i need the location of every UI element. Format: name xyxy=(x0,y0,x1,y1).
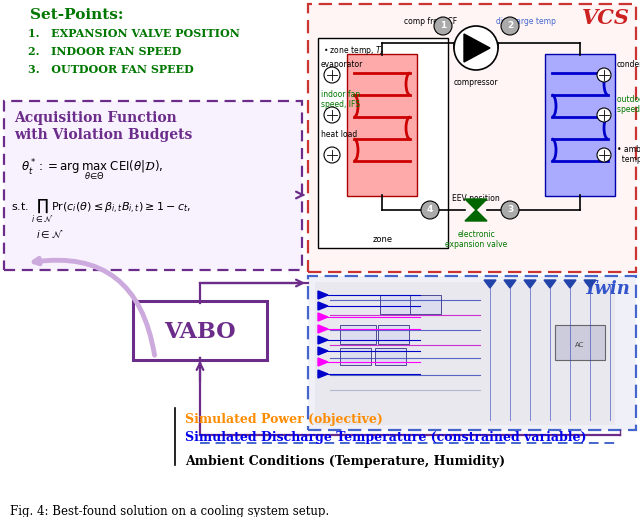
Text: 3.   OUTDOOR FAN SPEED: 3. OUTDOOR FAN SPEED xyxy=(28,64,194,75)
Polygon shape xyxy=(318,325,328,333)
Circle shape xyxy=(324,107,340,123)
Text: 2.   INDOOR FAN SPEED: 2. INDOOR FAN SPEED xyxy=(28,46,181,57)
FancyBboxPatch shape xyxy=(555,325,605,360)
Text: AC: AC xyxy=(575,342,585,348)
Circle shape xyxy=(501,17,519,35)
FancyBboxPatch shape xyxy=(308,276,636,430)
Circle shape xyxy=(434,17,452,35)
Text: Twin: Twin xyxy=(583,280,630,298)
Text: Simulated Discharge Temperature (constrained variable): Simulated Discharge Temperature (constra… xyxy=(185,431,586,444)
Text: evaporator: evaporator xyxy=(321,60,364,69)
FancyBboxPatch shape xyxy=(339,325,376,343)
Polygon shape xyxy=(318,291,328,299)
Text: EEV position: EEV position xyxy=(452,194,500,203)
Circle shape xyxy=(324,67,340,83)
Text: Set-Points:: Set-Points: xyxy=(30,8,124,22)
Text: compressor: compressor xyxy=(454,78,499,87)
Text: electronic
expansion valve: electronic expansion valve xyxy=(445,230,507,249)
Text: Ambient Conditions (Temperature, Humidity): Ambient Conditions (Temperature, Humidit… xyxy=(185,455,505,468)
FancyBboxPatch shape xyxy=(347,54,417,196)
FancyBboxPatch shape xyxy=(318,38,448,248)
Text: 1.   EXPANSION VALVE POSITION: 1. EXPANSION VALVE POSITION xyxy=(28,28,240,39)
Polygon shape xyxy=(464,34,490,62)
Text: condenser: condenser xyxy=(617,60,640,69)
Text: $i \in \mathcal{N}$: $i \in \mathcal{N}$ xyxy=(36,228,63,240)
Text: 3: 3 xyxy=(507,205,513,215)
Polygon shape xyxy=(524,280,536,288)
Circle shape xyxy=(421,201,439,219)
FancyBboxPatch shape xyxy=(374,347,406,364)
Polygon shape xyxy=(318,370,328,378)
Circle shape xyxy=(597,148,611,162)
Text: • zone temp, $T_z$: • zone temp, $T_z$ xyxy=(323,44,385,57)
Text: heat load: heat load xyxy=(321,130,357,139)
Text: VABO: VABO xyxy=(164,321,236,343)
Text: discharge temp: discharge temp xyxy=(496,17,556,26)
Polygon shape xyxy=(318,302,328,310)
Polygon shape xyxy=(504,280,516,288)
Polygon shape xyxy=(564,280,576,288)
FancyBboxPatch shape xyxy=(378,325,408,343)
Text: 1: 1 xyxy=(440,22,446,31)
Polygon shape xyxy=(465,199,487,210)
Text: outdoor fan
speed, OFS: outdoor fan speed, OFS xyxy=(617,95,640,114)
FancyBboxPatch shape xyxy=(339,347,371,364)
Circle shape xyxy=(454,26,498,70)
Text: Acquisition Function: Acquisition Function xyxy=(14,111,177,125)
Text: zone: zone xyxy=(373,235,393,244)
Text: Simulated Power (objective): Simulated Power (objective) xyxy=(185,413,383,426)
FancyBboxPatch shape xyxy=(545,54,615,196)
Circle shape xyxy=(324,147,340,163)
Polygon shape xyxy=(544,280,556,288)
Text: with Violation Budgets: with Violation Budgets xyxy=(14,128,193,142)
Polygon shape xyxy=(318,358,328,366)
Polygon shape xyxy=(318,336,328,344)
Polygon shape xyxy=(465,210,487,221)
Polygon shape xyxy=(318,347,328,355)
Text: s.t. $\prod_{i \in \mathcal{N}} \Pr(c_i(\theta) \leq \beta_{i,t} B_{i,t}) \geq 1: s.t. $\prod_{i \in \mathcal{N}} \Pr(c_i(… xyxy=(11,198,191,225)
Circle shape xyxy=(501,201,519,219)
FancyBboxPatch shape xyxy=(315,282,615,425)
FancyBboxPatch shape xyxy=(4,101,302,270)
Text: VCS: VCS xyxy=(582,8,630,28)
Text: 2: 2 xyxy=(507,22,513,31)
Circle shape xyxy=(597,68,611,82)
Polygon shape xyxy=(318,313,328,321)
Text: $\theta_t^* := \arg\max_{\theta \in \Theta}\;\mathrm{CEI}(\theta|\mathcal{D}),$: $\theta_t^* := \arg\max_{\theta \in \The… xyxy=(21,158,163,183)
Polygon shape xyxy=(484,280,496,288)
FancyBboxPatch shape xyxy=(308,4,636,272)
Text: Fig. 4: Best-found solution on a cooling system setup.: Fig. 4: Best-found solution on a cooling… xyxy=(10,505,329,517)
FancyBboxPatch shape xyxy=(410,295,440,313)
Text: indoor fan
speed, IFS: indoor fan speed, IFS xyxy=(321,90,360,110)
Polygon shape xyxy=(584,280,596,288)
Text: 4: 4 xyxy=(427,205,433,215)
Text: • ambient air
  temp.: • ambient air temp. xyxy=(617,145,640,164)
Text: comp freq, CF: comp freq, CF xyxy=(404,17,458,26)
Circle shape xyxy=(597,108,611,122)
FancyBboxPatch shape xyxy=(380,295,410,313)
FancyBboxPatch shape xyxy=(133,301,267,360)
